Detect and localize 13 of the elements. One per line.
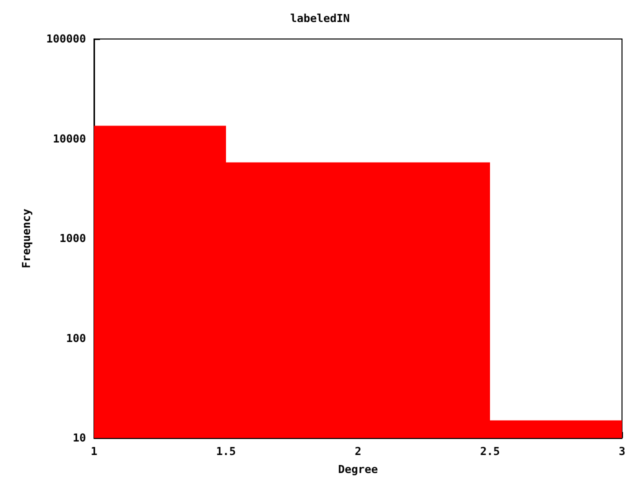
- x-tick-label: 3: [618, 445, 626, 458]
- chart-title: labeledIN: [290, 12, 350, 25]
- x-tick-label: 2: [354, 445, 362, 458]
- x-tick-label: 1.5: [216, 445, 236, 458]
- y-tick-label: 10: [72, 432, 86, 444]
- y-axis-title: Frequency: [20, 208, 33, 268]
- y-tick-label: 100: [66, 332, 86, 345]
- x-axis-title: Degree: [338, 463, 378, 476]
- x-tick-label: 1: [90, 445, 98, 458]
- y-tick-label: 1000: [60, 232, 86, 245]
- y-tick-label: 10000: [52, 132, 86, 146]
- y-tick-label: 100000: [46, 32, 86, 46]
- x-tick-label: 2.5: [480, 445, 500, 458]
